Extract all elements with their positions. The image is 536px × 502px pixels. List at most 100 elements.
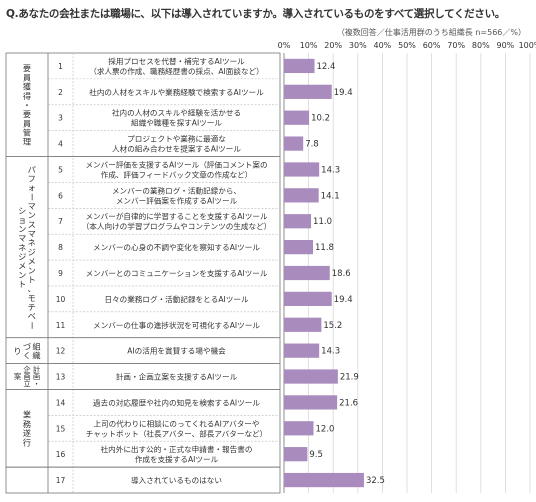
group-label-char: 遂 — [23, 428, 31, 438]
x-tick-label: 40% — [374, 41, 392, 50]
x-tick-label: 20% — [324, 41, 342, 50]
group-label-char: マ — [28, 201, 36, 211]
group-label-char: 管 — [23, 128, 31, 138]
row-number: 16 — [56, 450, 66, 459]
group-label-char: 計 — [33, 365, 40, 374]
sample-note: （複数回答／仕事活用群のうち組織長 n=566／%） — [336, 28, 526, 37]
category-label: （本人向けの学習プログラムやコンテンツの生成など） — [82, 221, 272, 231]
group-label-char: ォ — [28, 183, 36, 193]
x-tick-label: 0% — [278, 41, 291, 50]
group-label-char: く — [23, 350, 31, 360]
group-label-char: 、 — [28, 284, 36, 294]
group-label-char: ン — [28, 210, 36, 220]
group-label-char: 画 — [23, 372, 30, 381]
group-label-char: 獲 — [23, 82, 31, 92]
row-number: 14 — [56, 398, 66, 407]
bar — [284, 214, 312, 229]
x-tick-label: 50% — [398, 41, 416, 50]
group-label-char: 織 — [32, 350, 40, 360]
data-label: 7.8 — [305, 140, 319, 150]
data-label: 11.8 — [315, 243, 334, 253]
data-label: 18.6 — [332, 269, 351, 279]
group-label-char: ス — [28, 219, 36, 229]
group-label-char: 員 — [23, 72, 31, 82]
bar — [284, 136, 304, 151]
data-label: 12.4 — [317, 62, 336, 72]
group-label-char: 務 — [23, 419, 32, 429]
bar — [284, 240, 314, 255]
group-label-char: マ — [28, 229, 36, 239]
category-label: 社内外に出す公的・正式な申請書・報告書の — [101, 444, 253, 454]
group-label-char: ・ — [33, 379, 40, 388]
bar — [284, 265, 330, 281]
group-label-char: 組 — [32, 341, 40, 351]
group-label-char: 員 — [23, 118, 31, 128]
bar — [284, 472, 364, 488]
category-label: プロジェクトや業務に最適な — [127, 134, 226, 144]
category-label: 組織や職種を探すAIツール — [131, 118, 222, 128]
group-label-char: 要 — [23, 63, 31, 73]
row-number: 1 — [58, 62, 63, 71]
category-label: 社内の人材をスキルや業務経験で検索するAIツール — [89, 87, 264, 97]
group-label-char: り — [13, 346, 21, 356]
bar — [284, 343, 320, 358]
x-tick-label: 80% — [472, 41, 490, 50]
bar — [284, 84, 332, 99]
category-label: 上司の代わりに相談にのってくれるAIアバターや — [94, 418, 260, 428]
group-label-char: ネ — [28, 238, 36, 248]
group-label-char: ジ — [28, 247, 36, 257]
row-number: 2 — [58, 88, 63, 97]
group-label-char: ト — [28, 274, 36, 284]
row-number: 13 — [56, 373, 66, 382]
bar — [284, 395, 338, 410]
group-label-char: メ — [28, 256, 36, 266]
bar — [284, 369, 338, 384]
group-label-char: ー — [27, 193, 37, 201]
group-label-char: シ — [18, 206, 26, 216]
x-tick-label: 90% — [497, 41, 515, 50]
group-label-char: ジ — [18, 252, 26, 262]
group-label-char: 企 — [23, 365, 31, 374]
bar — [284, 317, 322, 332]
category-label: 作成を支援するAIツール — [135, 454, 219, 464]
data-label: 21.9 — [340, 373, 359, 383]
question-title: Q.あなたの会社または職場に、以下は導入されていますか。導入されているものをすべ… — [6, 8, 505, 20]
group-label-char: ョ — [18, 215, 26, 225]
category-label: （求人票の作成、職務経歴書の採点、AI面談など） — [89, 66, 264, 76]
group-label-char: マ — [18, 233, 26, 243]
x-tick-label: 30% — [349, 41, 367, 50]
group-label-char: メ — [18, 261, 26, 271]
x-tick-label: 70% — [447, 41, 465, 50]
category-label: メンバー評価案を作成するAIツール — [116, 195, 238, 205]
bar — [284, 421, 314, 436]
group-label-char: 得 — [23, 91, 31, 101]
category-label: チャットボット（社長アバター、部長アバターなど） — [86, 428, 268, 438]
x-tick-label: 10% — [300, 41, 318, 50]
group-label-char: 理 — [23, 137, 31, 147]
category-label: メンバーとのコミュニケーションを支援するAIツール — [86, 268, 268, 278]
bar — [284, 110, 310, 125]
category-label: メンバーの心身の不調や変化を察知するAIツール — [93, 242, 260, 252]
data-label: 32.5 — [366, 476, 385, 486]
group-label-char: ン — [18, 224, 26, 234]
data-label: 12.0 — [316, 424, 335, 434]
data-label: 10.2 — [311, 114, 330, 124]
data-label: 14.3 — [321, 165, 340, 175]
group-label-char: 案 — [14, 372, 22, 381]
data-label: 9.5 — [309, 450, 323, 460]
row-number: 8 — [58, 243, 63, 252]
row-number: 9 — [58, 269, 63, 278]
group-label-char: ン — [18, 270, 26, 280]
category-label: AIの活用を賞賛する場や機会 — [127, 346, 226, 356]
row-number: 3 — [58, 114, 63, 123]
group-label-char: 要 — [23, 109, 31, 119]
group-label-char: 行 — [23, 437, 31, 447]
row-number: 4 — [58, 140, 63, 149]
row-number: 10 — [56, 295, 66, 304]
category-label: 社内の人材のスキルや経験を活かせる — [112, 108, 241, 118]
group-label-char: ベ — [28, 311, 36, 321]
group-label-char: モ — [28, 293, 36, 303]
row-number: 17 — [56, 476, 66, 485]
bar — [284, 291, 332, 306]
